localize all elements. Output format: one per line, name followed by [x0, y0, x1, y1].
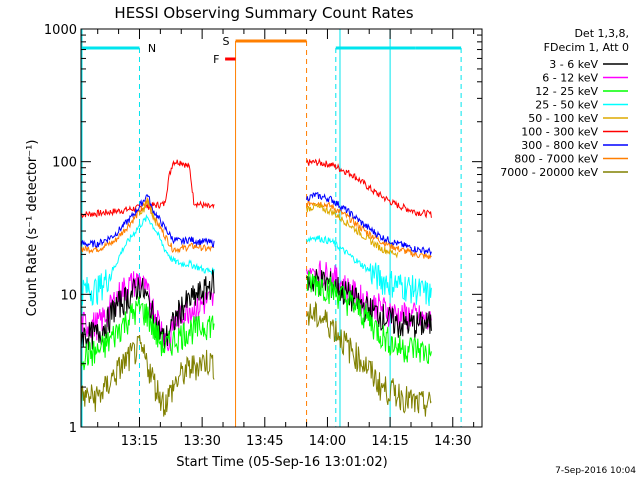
series-100-300-kev	[81, 157, 432, 219]
y-tick-label: 1000	[44, 23, 77, 38]
x-tick-label: 13:45	[246, 434, 283, 449]
series-line	[81, 197, 215, 255]
plot-frame	[80, 28, 483, 428]
y-axis-label: Count Rate (s⁻¹ detector⁻¹)	[25, 140, 40, 317]
series-300-800-kev	[81, 192, 432, 257]
legend-entry-label: 50 - 100 keV	[528, 112, 598, 125]
series-line	[306, 269, 432, 339]
saa-flag-label: S	[223, 35, 230, 48]
series-line	[81, 271, 215, 352]
series-layer	[81, 157, 432, 417]
series-50-100-kev	[139, 199, 399, 259]
x-tick-label: 14:15	[371, 434, 408, 449]
series-line	[306, 203, 399, 259]
series-line	[81, 194, 215, 249]
legend-entry-label: 800 - 7000 keV	[514, 153, 598, 166]
legend-entry-label: 3 - 6 keV	[549, 58, 598, 71]
series-line	[139, 199, 157, 226]
x-axis-label: Start Time (05-Sep-16 13:01:02)	[176, 455, 387, 470]
legend-entry-label: 300 - 800 keV	[521, 139, 598, 152]
y-tick-label: 10	[60, 288, 77, 303]
legend-entry-label: 25 - 50 keV	[535, 99, 598, 112]
legend-entry-label: 6 - 12 keV	[542, 72, 598, 85]
series-line	[306, 157, 432, 219]
x-tick-label: 14:00	[309, 434, 346, 449]
series-line	[81, 159, 215, 219]
series-line	[306, 235, 432, 307]
x-tick-label: 13:30	[183, 434, 220, 449]
series-line	[81, 269, 215, 351]
legend-header-line-2: FDecim 1, Att 0	[544, 41, 629, 54]
x-tick-label: 14:30	[434, 434, 471, 449]
axes-layer: 1 10 100 1000 13:15 13:30 13:45 14:00 14:15 14:30	[44, 23, 482, 449]
legend-entry-label: 100 - 300 keV	[521, 126, 598, 139]
series-line	[81, 296, 215, 371]
legend-header-line-1: Det 1,3,8,	[574, 27, 629, 40]
series-line	[306, 300, 432, 417]
series-line	[81, 213, 215, 306]
legend-entry-label: 7000 - 20000 keV	[500, 166, 598, 179]
series-line	[306, 198, 432, 260]
flag-layer: N SF	[81, 29, 462, 427]
series-line	[306, 192, 432, 257]
y-tick-label: 100	[52, 156, 77, 171]
x-tick-label: 13:15	[121, 434, 158, 449]
series-12-25-kev	[81, 270, 432, 371]
date-stamp: 7-Sep-2016 10:04	[555, 466, 636, 476]
series-3-6-kev	[81, 269, 432, 351]
flare-flag-label: F	[213, 53, 219, 66]
series-line	[81, 334, 215, 417]
night-flag-label: N	[148, 42, 156, 55]
y-tick-label: 1	[69, 421, 77, 436]
series-800-7000-kev	[81, 197, 432, 260]
series-line	[306, 270, 432, 365]
series-25-50-kev	[81, 213, 432, 307]
series-7000-20000-kev	[81, 300, 432, 417]
chart-title: HESSI Observing Summary Count Rates	[114, 4, 413, 22]
legend-entry-label: 12 - 25 keV	[535, 85, 598, 98]
